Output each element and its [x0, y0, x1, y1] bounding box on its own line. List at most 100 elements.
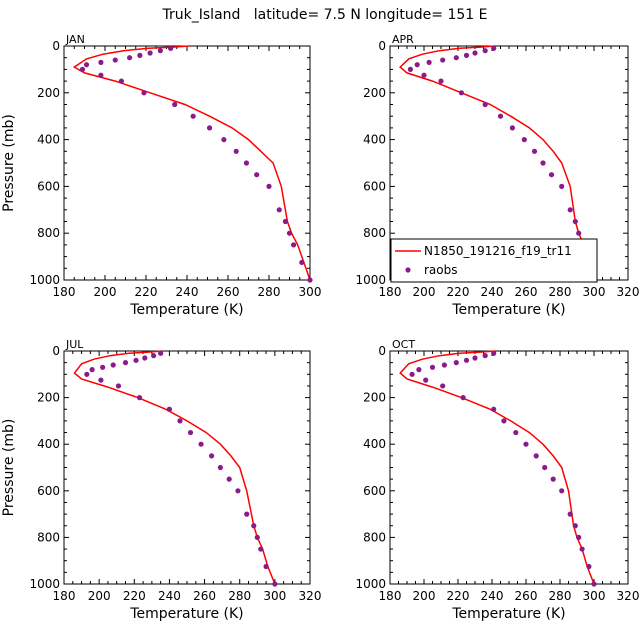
obs-point — [453, 55, 459, 61]
x-tick-label: 320 — [299, 589, 322, 603]
obs-point — [523, 441, 529, 447]
obs-point — [550, 476, 556, 482]
obs-point — [147, 50, 153, 56]
obs-point — [83, 62, 90, 68]
x-tick-label: 260 — [193, 589, 216, 603]
obs-point — [299, 259, 305, 266]
obs-point — [251, 523, 257, 529]
obs-point — [491, 45, 497, 51]
obs-point — [266, 183, 272, 189]
obs-point — [414, 62, 420, 68]
x-tick-label: 180 — [379, 589, 402, 603]
panel-oct: 180 200 220 240 260 280 300 320 0 200 400 600 800 100… — [355, 338, 639, 622]
obs-point — [221, 137, 227, 143]
y-tick-label: 600 — [363, 484, 386, 498]
obs-point — [258, 546, 264, 552]
obs-point — [482, 48, 488, 54]
obs-point — [137, 52, 143, 58]
obs-point — [226, 476, 232, 482]
obs-point — [579, 546, 585, 552]
y-tick-label: 200 — [363, 86, 386, 100]
obs-point — [157, 48, 163, 54]
obs-point — [407, 66, 413, 72]
y-tick-label: 400 — [37, 437, 60, 451]
obs-point — [591, 581, 597, 587]
y-axis-title: Pressure (mb) — [1, 114, 17, 212]
y-tick-label: 800 — [363, 226, 386, 240]
x-tick-label: 240 — [158, 589, 181, 603]
panel-label-oct: OCT — [392, 338, 415, 351]
plot-frame — [389, 350, 629, 585]
x-tick-label: 260 — [515, 285, 538, 299]
panel-label-jul: JUL — [65, 338, 84, 351]
obs-point — [286, 230, 293, 236]
obs-point — [244, 511, 250, 517]
y-tick-label: 400 — [363, 133, 386, 147]
y-tick-label: 600 — [37, 179, 60, 193]
obs-point — [586, 563, 592, 570]
obs-point — [531, 148, 538, 154]
obs-point — [89, 367, 95, 373]
y-tick-label: 1000 — [355, 577, 386, 591]
y-tick-label: 200 — [37, 86, 60, 100]
obs-point — [133, 357, 139, 363]
obs-point — [122, 360, 129, 366]
y-tick-label: 0 — [52, 344, 60, 358]
x-tick-label: 300 — [263, 589, 286, 603]
obs-point — [84, 371, 90, 377]
obs-point — [509, 125, 515, 131]
obs-point — [98, 59, 104, 65]
obs-point — [307, 277, 313, 283]
figure-title: Truk_Island latitude= 7.5 N longitude= 1… — [162, 7, 488, 23]
obs-point — [559, 488, 565, 494]
obs-point — [282, 218, 288, 225]
obs-point — [438, 78, 444, 84]
obs-point — [441, 362, 447, 368]
obs-point — [291, 242, 297, 248]
x-tick-label: 220 — [447, 285, 470, 299]
obs-point — [440, 383, 446, 389]
obs-point — [453, 360, 459, 366]
x-tick-label: 200 — [94, 285, 117, 299]
obs-point — [559, 183, 565, 189]
x-tick-label: 240 — [481, 285, 504, 299]
x-tick-label: 280 — [549, 285, 572, 299]
obs-point — [263, 563, 269, 570]
obs-point — [233, 148, 239, 154]
legend-box — [390, 238, 598, 283]
x-tick-label: 320 — [617, 589, 640, 603]
x-axis-title: Temperature (K) — [451, 606, 565, 622]
obs-point — [168, 45, 174, 51]
obs-point — [187, 429, 194, 436]
obs-point — [151, 353, 157, 359]
obs-point — [177, 418, 183, 424]
y-tick-label: 400 — [363, 437, 386, 451]
x-tick-label: 220 — [135, 285, 158, 299]
obs-point — [172, 101, 178, 108]
obs-point — [423, 377, 429, 383]
obs-point — [409, 371, 415, 377]
obs-point — [482, 353, 488, 359]
obs-point — [235, 488, 241, 494]
y-tick-label: 400 — [37, 133, 60, 147]
obs-point — [421, 72, 427, 78]
y-tick-label: 200 — [37, 391, 60, 405]
panel-apr: 180 200 220 240 260 280 300 320 0 200 400 600 800 100… — [355, 33, 639, 318]
obs-point — [272, 581, 278, 587]
obs-point — [254, 172, 260, 178]
obs-point — [429, 364, 436, 370]
model-line — [399, 350, 595, 585]
y-tick-label: 600 — [363, 179, 386, 193]
legend-dot-swatch — [405, 267, 411, 273]
obs-point — [491, 406, 497, 412]
obs-point — [482, 101, 488, 108]
obs-point — [127, 55, 133, 61]
y-tick-label: 1000 — [355, 273, 386, 287]
obs-point — [79, 66, 86, 72]
obs-point — [190, 113, 196, 119]
obs-point — [576, 230, 582, 236]
obs-point — [198, 441, 204, 447]
model-line — [73, 350, 276, 585]
obs-point — [472, 355, 478, 361]
obs-point — [576, 534, 582, 541]
